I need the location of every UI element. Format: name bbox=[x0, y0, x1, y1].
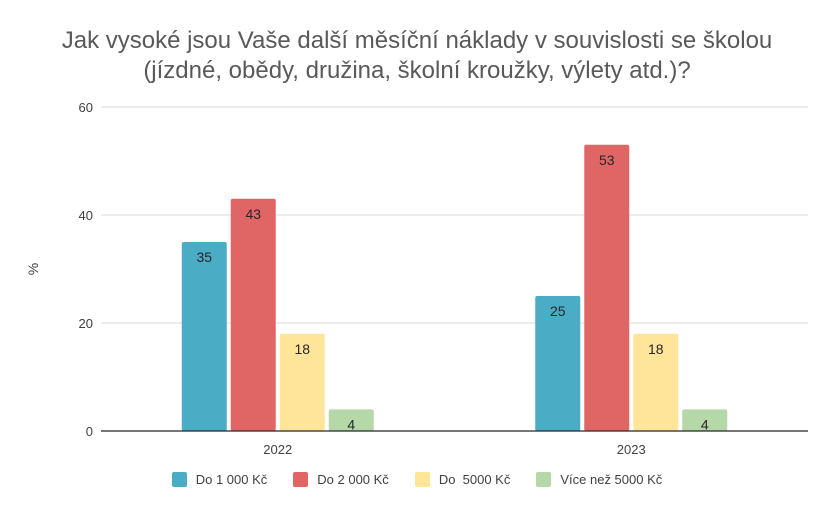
chart-title: Jak vysoké jsou Vaše další měsíční nákla… bbox=[0, 26, 834, 86]
y-tick-label: 60 bbox=[79, 100, 93, 115]
legend-label: Do 2 000 Kč bbox=[317, 472, 389, 487]
legend-item: Do 1 000 Kč bbox=[171, 472, 268, 487]
legend-label: Do 1 000 Kč bbox=[195, 472, 268, 487]
chart-title-line-1: Jak vysoké jsou Vaše další měsíční nákla… bbox=[61, 27, 773, 54]
legend-item: Do 5000 Kč bbox=[414, 472, 511, 487]
legend-item: Do 2 000 Kč bbox=[293, 472, 389, 487]
legend-swatch bbox=[293, 472, 309, 487]
legend-swatch bbox=[171, 472, 187, 487]
data-label: 43 bbox=[245, 206, 261, 222]
bar bbox=[230, 198, 276, 431]
legend-item: Více než 5000 Kč bbox=[536, 472, 662, 487]
data-label: 18 bbox=[648, 341, 664, 357]
data-label: 35 bbox=[196, 249, 212, 265]
data-label: 25 bbox=[550, 303, 566, 319]
data-label: 4 bbox=[701, 416, 709, 432]
chart-title-line-2: (jízdné, obědy, družina, školní kroužky,… bbox=[143, 57, 691, 84]
bar bbox=[682, 409, 728, 431]
bar bbox=[535, 296, 581, 431]
y-tick-label: 0 bbox=[86, 424, 93, 439]
bar bbox=[279, 333, 325, 431]
y-tick-label: 20 bbox=[79, 316, 93, 331]
bar bbox=[584, 144, 630, 432]
legend-label: Do 5000 Kč bbox=[438, 472, 511, 487]
bar bbox=[633, 333, 679, 431]
bar bbox=[328, 409, 374, 431]
legend-swatch bbox=[414, 472, 430, 487]
x-tick-label: 2022 bbox=[263, 442, 292, 457]
x-tick-label: 2023 bbox=[617, 442, 646, 457]
legend-swatch bbox=[536, 472, 552, 487]
legend: Do 1 000 Kč Do 2 000 Kč Do 5000 Kč Více než… bbox=[0, 472, 834, 487]
y-axis-label: % bbox=[25, 263, 41, 275]
data-label: 53 bbox=[599, 152, 615, 168]
legend-label: Více než 5000 Kč bbox=[560, 472, 663, 487]
y-tick-label: 40 bbox=[79, 208, 93, 223]
data-label: 18 bbox=[294, 341, 310, 357]
data-label: 4 bbox=[347, 416, 355, 432]
bar bbox=[181, 242, 227, 431]
